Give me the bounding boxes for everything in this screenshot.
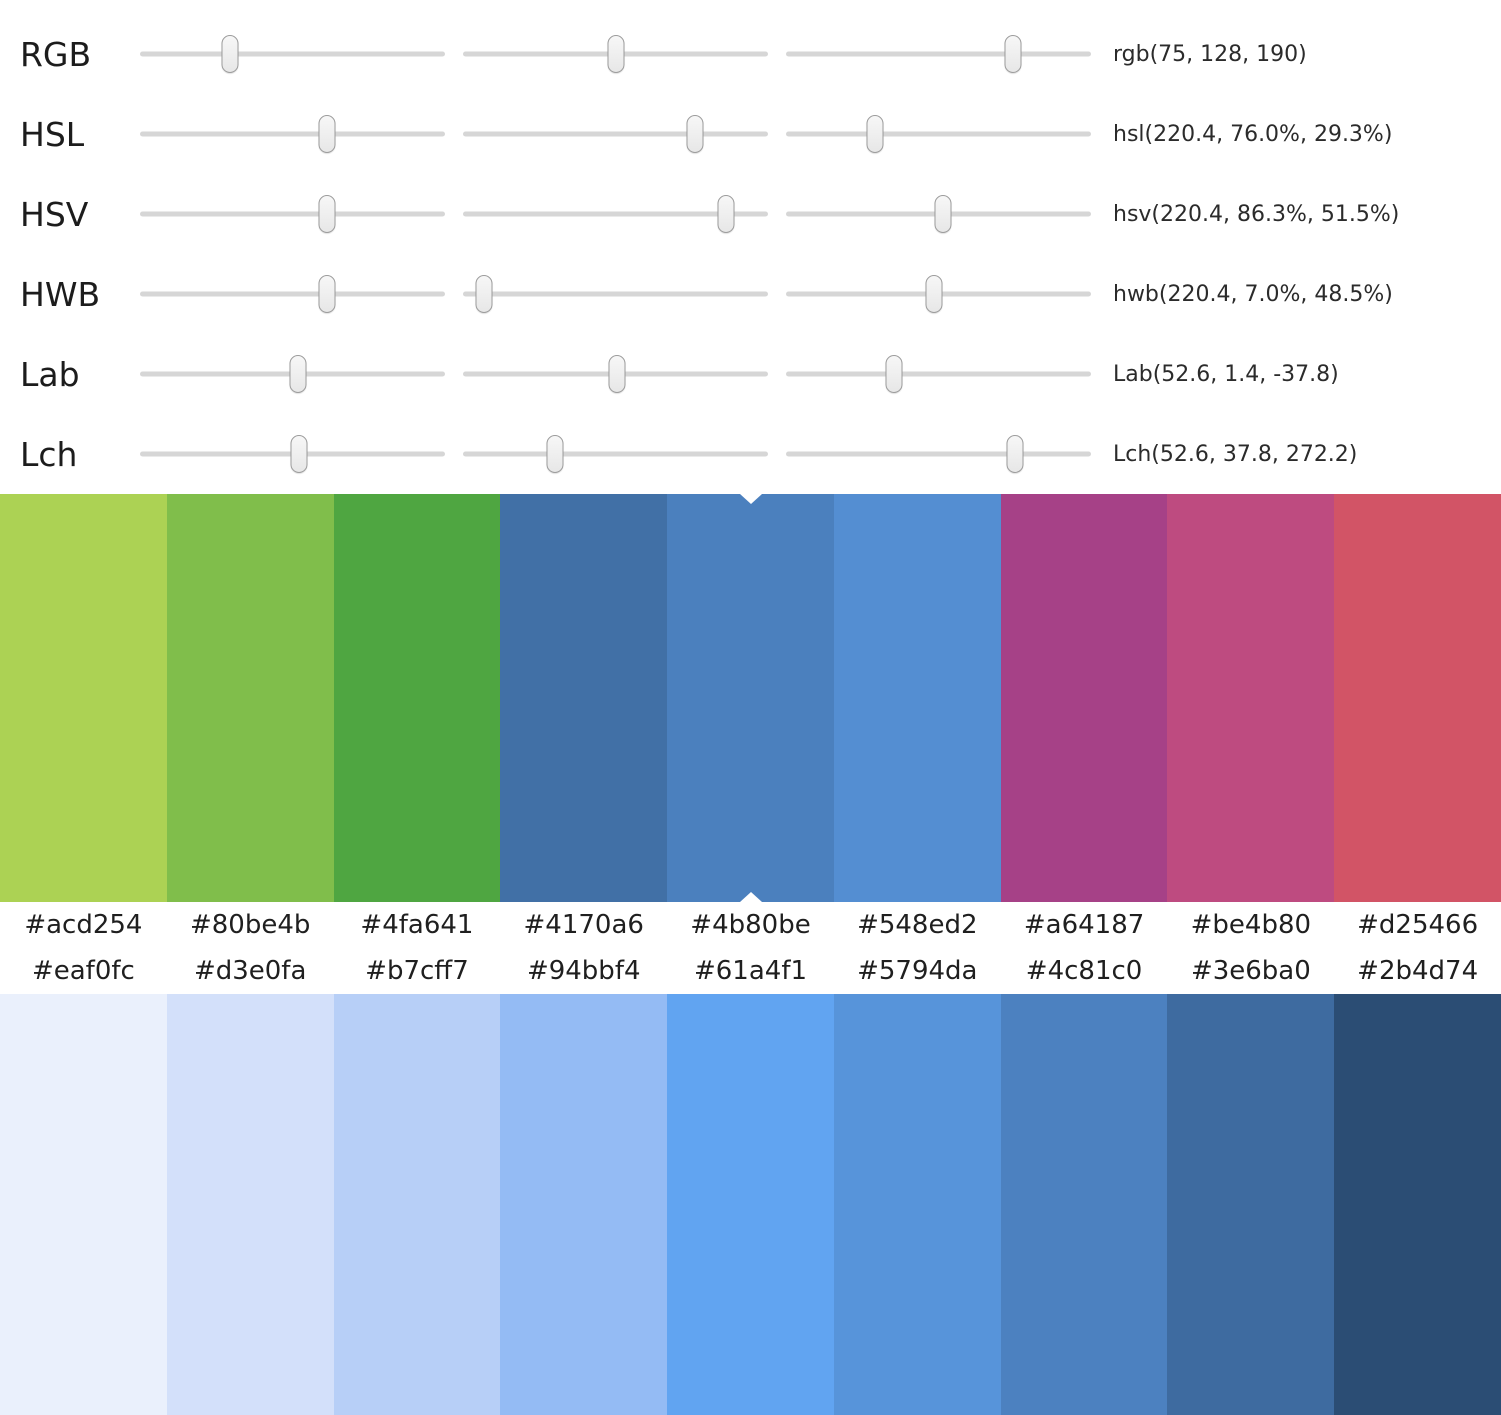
lch-slider-knob-2[interactable] [546, 435, 563, 473]
hue-swatch-9[interactable] [1334, 494, 1501, 902]
tint-swatch-9[interactable] [1334, 994, 1501, 1415]
colorspace-label-hsl: HSL [20, 114, 85, 154]
hwb-slider-track-1[interactable] [140, 274, 445, 314]
rgb-slider-knob-1[interactable] [221, 35, 239, 73]
slider-panel: RGB rgb(75, 128, 190) HSL hsl(220.4, 76.… [0, 0, 1501, 494]
lab-slider-knob-1[interactable] [289, 355, 307, 393]
hsv-slider-track-3[interactable] [786, 194, 1091, 234]
tint-swatch-7[interactable] [1000, 994, 1168, 1415]
colorspace-label-lch: Lch [20, 434, 78, 474]
hue-hex-label-1: #acd254 [24, 910, 143, 940]
tint-swatch-4[interactable] [500, 994, 668, 1415]
lab-slider-track-2[interactable] [463, 354, 768, 394]
hwb-value-text: hwb(220.4, 7.0%, 48.5%) [1113, 281, 1393, 307]
hue-palette [0, 494, 1501, 902]
hue-hex-label-5: #4b80be [690, 910, 811, 940]
hue-hex-label-3: #4fa641 [360, 910, 474, 940]
tint-hex-label-7: #4c81c0 [1025, 956, 1143, 986]
tint-palette-labels: #eaf0fc #d3e0fa #b7cff7 #94bbf4 #61a4f1 … [0, 948, 1501, 994]
tint-swatch-1[interactable] [0, 994, 167, 1415]
tint-hex-label-6: #5794da [857, 956, 978, 986]
slider-row-hsv: HSV hsv(220.4, 86.3%, 51.5%) [0, 174, 1501, 254]
tint-swatch-5[interactable] [667, 994, 834, 1415]
lab-value-text: Lab(52.6, 1.4, -37.8) [1113, 361, 1339, 387]
hue-hex-label-7: #a64187 [1023, 910, 1145, 940]
hsv-slider-track-1[interactable] [140, 194, 445, 234]
rgb-slider-track-3[interactable] [786, 34, 1091, 74]
hwb-slider-knob-1[interactable] [318, 275, 336, 313]
hsl-slider-track-1[interactable] [140, 114, 445, 154]
hue-swatch-7[interactable] [1000, 494, 1168, 902]
hsv-slider-knob-2[interactable] [717, 195, 735, 233]
tint-hex-label-5: #61a4f1 [693, 956, 808, 986]
hue-palette-labels: #acd254 #80be4b #4fa641 #4170a6 #4b80be … [0, 902, 1501, 948]
tint-palette [0, 994, 1501, 1415]
slider-row-lch: Lch Lch(52.6, 37.8, 272.2) [0, 414, 1501, 494]
hue-swatch-5-selected[interactable] [667, 494, 834, 902]
hue-hex-label-6: #548ed2 [857, 910, 978, 940]
lch-slider-track-3[interactable] [786, 434, 1091, 474]
tint-hex-label-4: #94bbf4 [526, 956, 641, 986]
selected-swatch-marker-top [739, 494, 762, 504]
lch-slider-knob-1[interactable] [290, 435, 308, 473]
lch-slider-track-2[interactable] [463, 434, 768, 474]
hsl-value-text: hsl(220.4, 76.0%, 29.3%) [1113, 121, 1393, 147]
tint-swatch-2[interactable] [166, 994, 334, 1415]
hue-hex-label-8: #be4b80 [1190, 910, 1312, 940]
hsl-slider-knob-2[interactable] [686, 115, 704, 153]
colorspace-label-rgb: RGB [20, 34, 92, 74]
slider-row-rgb: RGB rgb(75, 128, 190) [0, 14, 1501, 94]
hue-swatch-6[interactable] [833, 494, 1001, 902]
hue-hex-label-4: #4170a6 [523, 910, 644, 940]
hue-swatch-4[interactable] [500, 494, 668, 902]
lab-slider-knob-2[interactable] [608, 355, 626, 393]
colorspace-label-hwb: HWB [20, 274, 101, 314]
lch-slider-knob-3[interactable] [1006, 435, 1024, 473]
tint-swatch-8[interactable] [1167, 994, 1335, 1415]
slider-row-hwb: HWB hwb(220.4, 7.0%, 48.5%) [0, 254, 1501, 334]
hsv-slider-knob-3[interactable] [934, 195, 952, 233]
hsv-slider-track-2[interactable] [463, 194, 768, 234]
slider-row-hsl: HSL hsl(220.4, 76.0%, 29.3%) [0, 94, 1501, 174]
hue-hex-label-2: #80be4b [189, 910, 311, 940]
hwb-slider-knob-3[interactable] [925, 275, 943, 313]
tint-swatch-6[interactable] [833, 994, 1001, 1415]
hwb-slider-knob-2[interactable] [475, 275, 493, 313]
tint-hex-label-9: #2b4d74 [1357, 956, 1479, 986]
lch-slider-track-1[interactable] [140, 434, 445, 474]
hsl-slider-knob-3[interactable] [866, 115, 884, 153]
rgb-value-text: rgb(75, 128, 190) [1113, 41, 1307, 67]
hsv-value-text: hsv(220.4, 86.3%, 51.5%) [1113, 201, 1400, 227]
colorspace-label-lab: Lab [20, 354, 80, 394]
hwb-slider-track-2[interactable] [463, 274, 768, 314]
hsv-slider-knob-1[interactable] [318, 195, 336, 233]
hue-swatch-3[interactable] [333, 494, 501, 902]
hwb-slider-track-3[interactable] [786, 274, 1091, 314]
tint-hex-label-8: #3e6ba0 [1190, 956, 1311, 986]
tint-hex-label-2: #d3e0fa [193, 956, 307, 986]
selected-swatch-marker-bottom [739, 892, 762, 902]
slider-row-lab: Lab Lab(52.6, 1.4, -37.8) [0, 334, 1501, 414]
hue-swatch-2[interactable] [166, 494, 334, 902]
tint-hex-label-1: #eaf0fc [31, 956, 135, 986]
hue-swatch-8[interactable] [1167, 494, 1335, 902]
rgb-slider-track-2[interactable] [463, 34, 768, 74]
rgb-slider-knob-2[interactable] [607, 35, 625, 73]
tint-swatch-3[interactable] [333, 994, 501, 1415]
lab-slider-knob-3[interactable] [885, 355, 903, 393]
hsl-slider-track-2[interactable] [463, 114, 768, 154]
hsl-slider-knob-1[interactable] [318, 115, 336, 153]
lch-value-text: Lch(52.6, 37.8, 272.2) [1113, 441, 1358, 467]
rgb-slider-knob-3[interactable] [1004, 35, 1022, 73]
colorspace-label-hsv: HSV [20, 194, 89, 234]
tint-hex-label-3: #b7cff7 [365, 956, 469, 986]
rgb-slider-track-1[interactable] [140, 34, 445, 74]
lab-slider-track-3[interactable] [786, 354, 1091, 394]
hsl-slider-track-3[interactable] [786, 114, 1091, 154]
lab-slider-track-1[interactable] [140, 354, 445, 394]
hue-hex-label-9: #d25466 [1357, 910, 1479, 940]
hue-swatch-1[interactable] [0, 494, 167, 902]
